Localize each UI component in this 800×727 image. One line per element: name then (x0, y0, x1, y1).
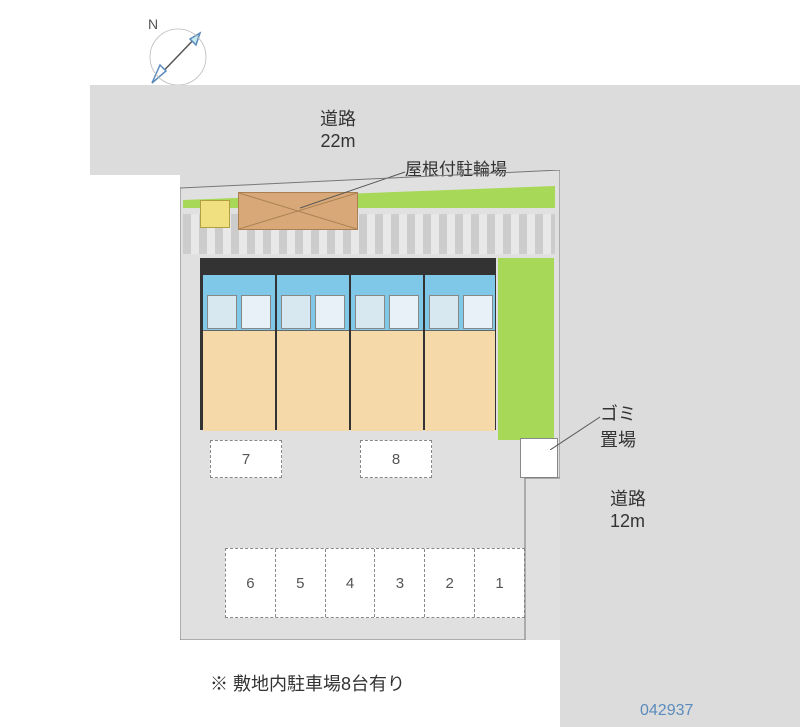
lot-outline (180, 170, 560, 640)
label-road-right: 道路 12m (610, 485, 646, 532)
svg-text:N: N (148, 16, 158, 32)
label-road-top: 道路 22m (320, 105, 356, 152)
site-plan: N (0, 0, 800, 727)
road-right-bg (560, 85, 800, 727)
label-note: ※ 敷地内駐車場8台有り (210, 670, 405, 696)
label-gomi: ゴミ 置場 (600, 400, 636, 452)
compass-icon: N (140, 15, 220, 95)
label-id: 042937 (640, 702, 693, 720)
